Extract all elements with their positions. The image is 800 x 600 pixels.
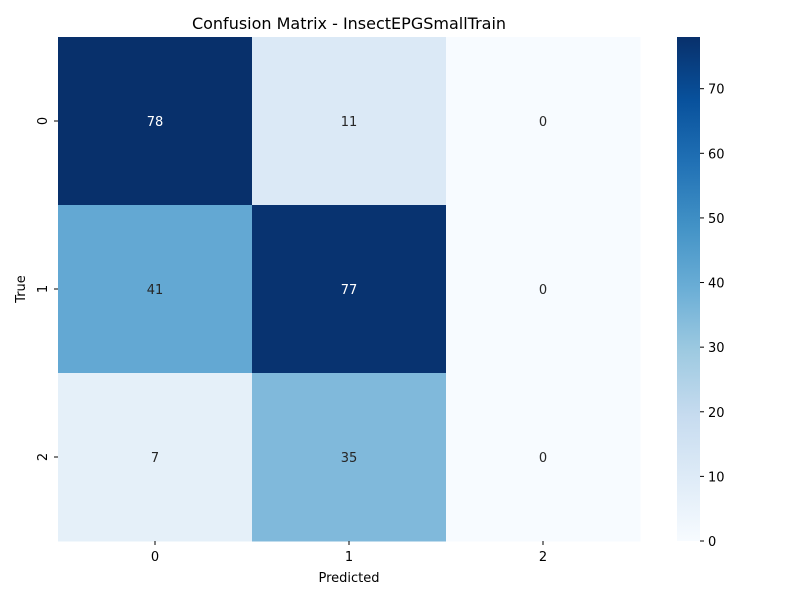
heatmap-cell-1-1 [252, 205, 447, 374]
x-axis-label: Predicted [318, 571, 379, 586]
y-axis-label: True [14, 275, 29, 304]
cell-value-label-2-0: 7 [151, 451, 159, 466]
heatmap-cell-1-2 [446, 205, 641, 374]
colorbar-tick-label-0: 0 [708, 535, 716, 550]
heatmap-cell-2-0 [58, 373, 253, 542]
cell-value-label-0-2: 0 [539, 115, 547, 130]
y-tick-label-2: 2 [36, 453, 51, 461]
x-axis-ticks: 0 1 2 [151, 541, 547, 565]
y-tick-label-0: 0 [36, 117, 51, 125]
heatmap-cell-0-0 [58, 37, 253, 206]
cell-value-label-1-2: 0 [539, 283, 547, 298]
colorbar-tick-label-3: 30 [708, 341, 725, 356]
colorbar: 0 10 20 30 40 50 60 70 [677, 37, 725, 550]
chart-title: Confusion Matrix - InsectEPGSmallTrain [192, 14, 506, 33]
colorbar-tick-label-6: 60 [708, 147, 725, 162]
cell-value-label-2-1: 35 [341, 451, 358, 466]
colorbar-tick-label-1: 10 [708, 470, 725, 485]
heatmap-cells: 78 11 0 41 77 0 7 35 0 [58, 37, 641, 542]
heatmap-cell-0-1 [252, 37, 447, 206]
cell-value-label-0-0: 78 [147, 115, 164, 130]
colorbar-tick-label-4: 40 [708, 277, 725, 292]
cell-value-label-1-1: 77 [341, 283, 358, 298]
x-tick-label-1: 1 [345, 550, 353, 565]
cell-value-label-0-1: 11 [341, 115, 358, 130]
cell-value-label-2-2: 0 [539, 451, 547, 466]
y-tick-label-1: 1 [36, 285, 51, 293]
y-axis-ticks: 0 1 2 [36, 117, 58, 461]
heatmap-cell-2-1 [252, 373, 447, 542]
x-tick-label-2: 2 [539, 550, 547, 565]
colorbar-gradient [677, 37, 700, 541]
heatmap-cell-0-2 [446, 37, 641, 206]
heatmap-cell-1-0 [58, 205, 253, 374]
colorbar-tick-label-5: 50 [708, 212, 725, 227]
colorbar-ticks: 0 10 20 30 40 50 60 70 [700, 83, 725, 550]
colorbar-tick-label-7: 70 [708, 83, 725, 98]
colorbar-tick-label-2: 20 [708, 406, 725, 421]
heatmap-cell-2-2 [446, 373, 641, 542]
x-tick-label-0: 0 [151, 550, 159, 565]
cell-value-label-1-0: 41 [147, 283, 164, 298]
